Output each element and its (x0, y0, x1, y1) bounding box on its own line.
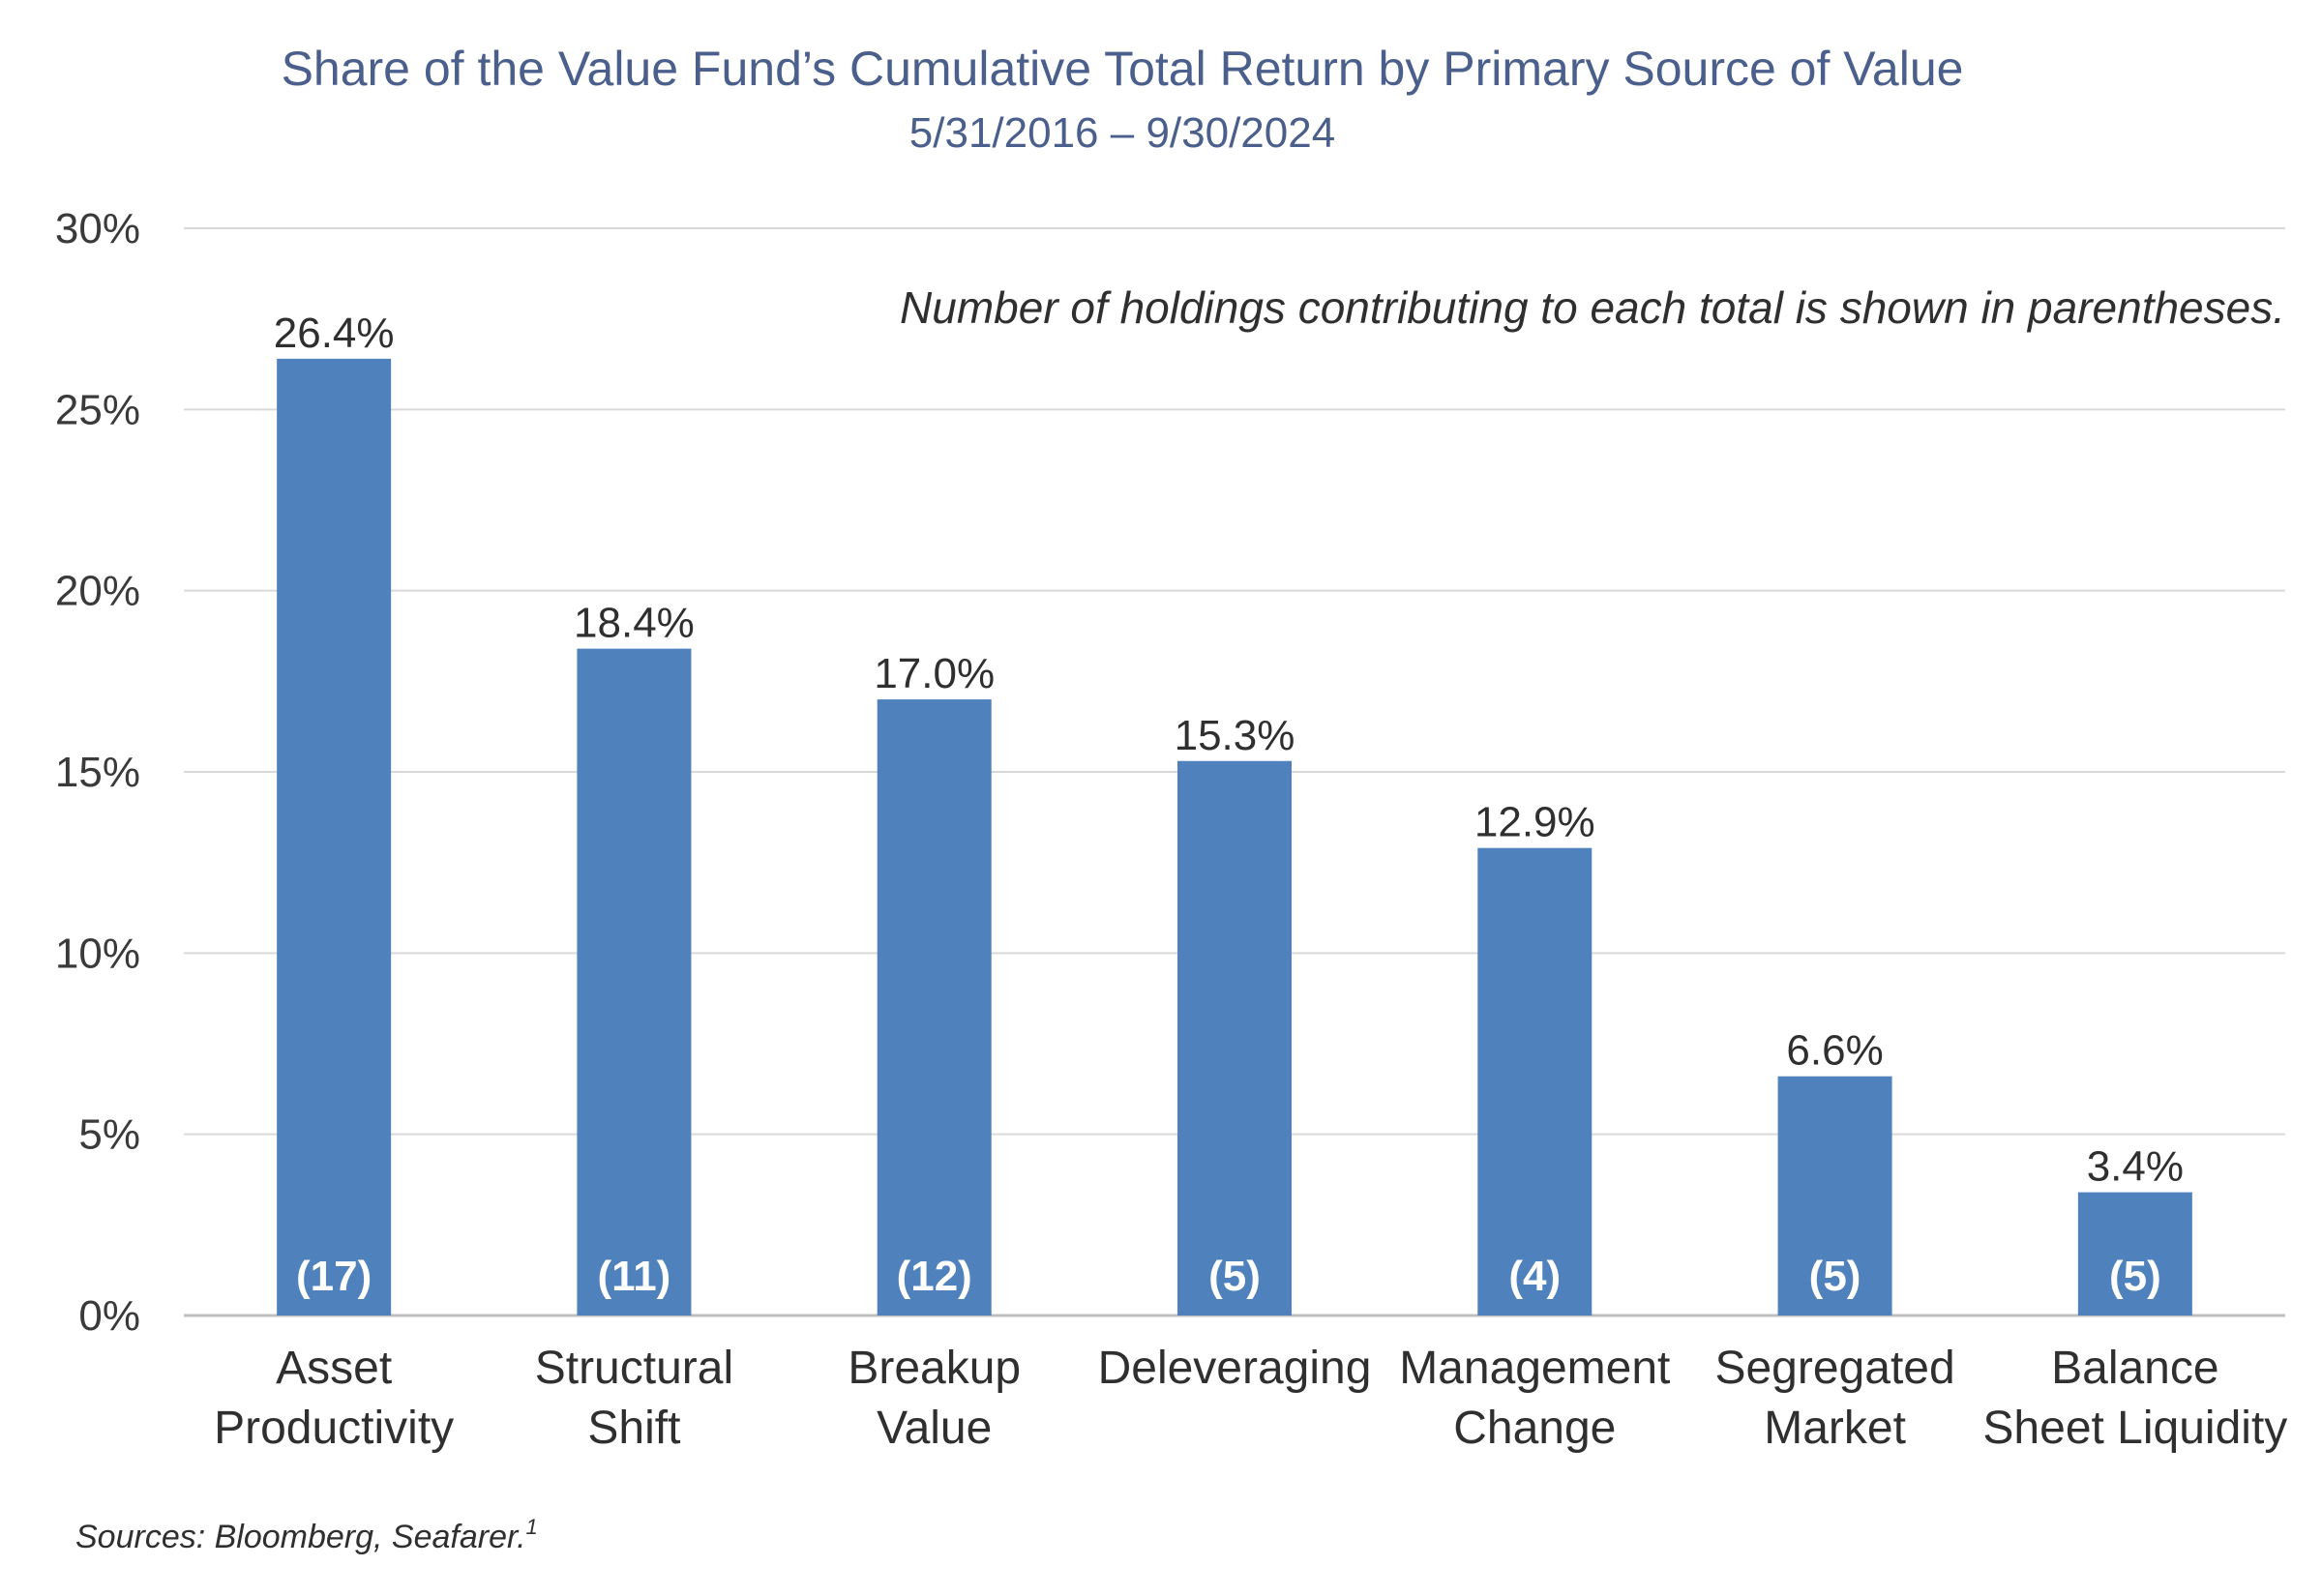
x-category-label: Deleveraging (1098, 1343, 1372, 1394)
y-tick-label: 25% (55, 386, 140, 433)
x-category-label-line: Segregated (1714, 1343, 1954, 1394)
chart-annotation: Number of holdings contributing to each … (900, 282, 2285, 333)
bar (577, 648, 692, 1315)
x-category-label-line: Balance (2051, 1343, 2218, 1394)
bar (1777, 1076, 1892, 1315)
y-tick-label: 0% (78, 1292, 140, 1340)
bar-value-label: 18.4% (574, 600, 695, 647)
y-tick-label: 15% (55, 749, 140, 796)
y-tick-label: 30% (55, 205, 140, 252)
bars (277, 358, 2192, 1315)
bar (277, 358, 392, 1315)
chart-subtitle: 5/31/2016 – 9/30/2024 (909, 109, 1335, 157)
bar (2077, 1192, 2192, 1315)
y-tick-label: 10% (55, 930, 140, 977)
bar (1177, 760, 1292, 1315)
x-category-label: Breakup Value (848, 1343, 1021, 1454)
bar-holdings-count: (4) (1508, 1253, 1561, 1300)
gridlines (184, 227, 2285, 1317)
y-axis-ticks: 0% 5% 10% 15% 20% 25% 30% (55, 205, 140, 1340)
bar (1477, 847, 1593, 1315)
x-category-label-line: Deleveraging (1098, 1343, 1372, 1394)
x-category-label: Asset Productivity (214, 1343, 454, 1454)
bar-value-label: 15.3% (1175, 712, 1295, 759)
x-category-label-line: Shift (587, 1403, 680, 1454)
x-category-label-line: Structural (535, 1343, 733, 1394)
chart-title: Share of the Value Fund’s Cumulative Tot… (282, 42, 1964, 96)
value-labels: 26.4% 18.4% 17.0% 15.3% 12.9% 6.6% 3.4% (274, 310, 2184, 1191)
x-category-label-line: Breakup (848, 1343, 1021, 1394)
bar-value-label: 17.0% (874, 650, 995, 697)
bar-value-label: 6.6% (1786, 1027, 1883, 1075)
bar-holdings-count: (5) (1809, 1253, 1861, 1300)
y-tick-label: 20% (55, 568, 140, 615)
x-category-label-line: Productivity (214, 1403, 454, 1454)
bar-holdings-count: (11) (598, 1253, 671, 1300)
source-footnote: 1 (526, 1515, 538, 1539)
bar-value-label: 26.4% (274, 310, 395, 357)
bar-holdings-count: (5) (1208, 1253, 1261, 1300)
x-category-label: Balance Sheet Liquidity (1982, 1343, 2287, 1454)
bar-value-label: 3.4% (2087, 1143, 2184, 1191)
bar-holdings-count: (17) (296, 1253, 372, 1300)
x-category-label-line: Change (1453, 1403, 1616, 1454)
x-axis-categories: Asset Productivity Structural Shift Breakup V… (214, 1343, 2287, 1454)
x-category-label-line: Market (1764, 1403, 1906, 1454)
source-text: Sources: Bloomberg, Seafarer. (75, 1519, 526, 1555)
bar-holdings-count: (5) (2109, 1253, 2161, 1300)
source-note: Sources: Bloomberg, Seafarer.1 (75, 1515, 538, 1555)
x-category-label: Management Change (1399, 1343, 1670, 1454)
x-category-label-line: Management (1399, 1343, 1670, 1394)
x-category-label-line: Sheet Liquidity (1982, 1403, 2287, 1454)
x-category-label-line: Value (877, 1403, 992, 1454)
bar (877, 699, 992, 1315)
holdings-labels: (17) (11) (12) (5) (4) (5) (5) (296, 1253, 2161, 1300)
x-category-label-line: Asset (276, 1343, 392, 1394)
x-category-label: Structural Shift (535, 1343, 733, 1454)
bar-value-label: 12.9% (1474, 799, 1595, 846)
bar-holdings-count: (12) (897, 1253, 972, 1300)
y-tick-label: 5% (78, 1111, 140, 1159)
x-category-label: Segregated Market (1714, 1343, 1954, 1454)
